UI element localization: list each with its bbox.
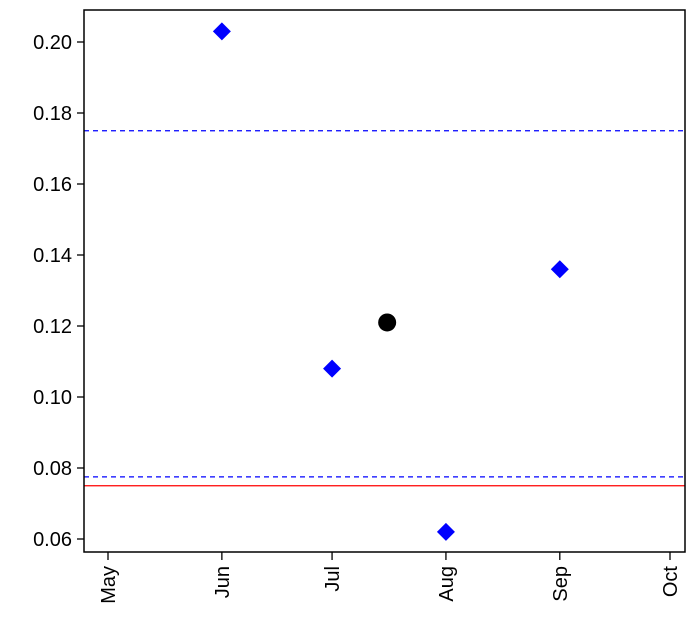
x-tick-label: Oct [660,566,682,598]
data-point-diamond [323,359,342,378]
x-tick-label: Jun [212,566,234,598]
x-tick-label: Aug [436,566,458,602]
x-tick-label: May [98,566,120,604]
y-tick-label: 0.14 [33,245,72,267]
y-tick-label: 0.06 [33,529,72,551]
data-point-diamond [212,22,231,41]
y-tick-label: 0.20 [33,32,72,54]
y-tick-label: 0.12 [33,316,72,338]
y-tick-label: 0.08 [33,458,72,480]
x-tick-label: Sep [550,566,572,602]
y-tick-label: 0.16 [33,174,72,196]
reference-lines [84,130,685,487]
y-tick-label: 0.10 [33,387,72,409]
y-axis: 0.06 0.08 0.10 0.12 0.14 0.16 0.18 0.20 [33,32,84,551]
x-tick-label: Jul [322,566,344,592]
data-point-diamond [550,260,569,279]
data-point-circle [378,313,397,332]
x-axis: May Jun Jul Aug Sep Oct [98,552,682,604]
plot-frame [83,9,686,553]
y-tick-label: 0.18 [33,103,72,125]
data-point-diamond [436,522,455,541]
data-points [212,22,569,541]
